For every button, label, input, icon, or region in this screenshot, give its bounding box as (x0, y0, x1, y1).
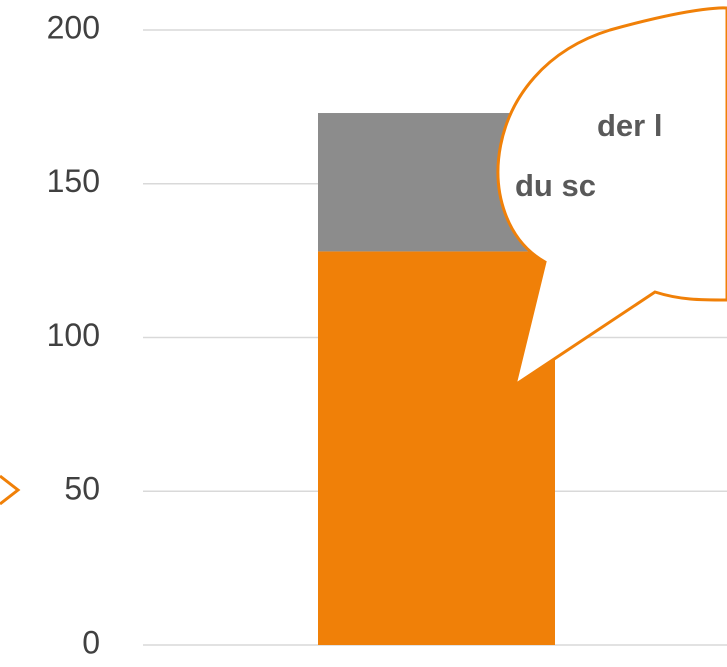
speech-bubble (496, 6, 727, 389)
bar-segment (318, 251, 555, 645)
y-tick-label: 50 (64, 471, 100, 507)
annotation-text: der l (597, 108, 662, 143)
labels: 0 50 100 150 200 der ldu sc (47, 9, 663, 660)
annotation-text: du sc (515, 168, 596, 203)
y-tick-label: 100 (47, 317, 100, 353)
callout-pointer (0, 474, 21, 506)
y-tick-label: 150 (47, 163, 100, 199)
y-tick-label: 0 (82, 624, 100, 660)
y-tick-label: 200 (47, 9, 100, 45)
